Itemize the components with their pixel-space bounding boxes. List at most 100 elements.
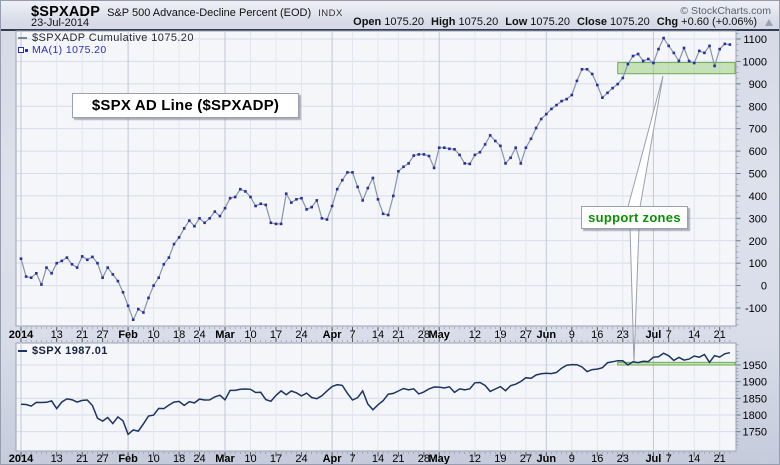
quote-high: High 1075.20 — [431, 16, 499, 28]
svg-text:23: 23 — [617, 453, 629, 464]
quote-low: Low 1075.20 — [505, 16, 571, 28]
svg-text:10: 10 — [147, 453, 159, 464]
marker-swatch-icon — [18, 47, 24, 54]
svg-text:7: 7 — [666, 329, 672, 341]
svg-text:27: 27 — [96, 329, 108, 341]
svg-text:1100: 1100 — [743, 34, 767, 46]
svg-text:28: 28 — [418, 453, 430, 464]
svg-text:Feb: Feb — [118, 329, 138, 341]
svg-text:Feb: Feb — [118, 453, 138, 464]
svg-text:13: 13 — [51, 453, 63, 464]
svg-text:1000: 1000 — [743, 56, 767, 68]
svg-text:500: 500 — [749, 169, 767, 181]
svg-text:17: 17 — [270, 329, 282, 341]
legend-cumulative: $SPXADP Cumulative 1075.20 — [18, 32, 194, 44]
svg-text:May: May — [428, 453, 450, 464]
lower-chart-legend: $SPX 1987.01 — [18, 345, 108, 357]
main-chart-legend: $SPXADP Cumulative 1075.20 MA(1) 1075.20 — [18, 32, 194, 56]
svg-text:24: 24 — [193, 453, 205, 464]
svg-text:21: 21 — [714, 453, 726, 464]
svg-text:700: 700 — [749, 124, 767, 136]
svg-text:27: 27 — [96, 453, 108, 464]
svg-text:1850: 1850 — [743, 393, 767, 405]
svg-text:12: 12 — [469, 329, 481, 341]
svg-text:600: 600 — [749, 146, 767, 158]
svg-text:Mar: Mar — [215, 453, 235, 464]
svg-text:10: 10 — [147, 329, 159, 341]
svg-text:300: 300 — [749, 213, 767, 225]
svg-text:28: 28 — [418, 329, 430, 341]
svg-text:1800: 1800 — [743, 410, 767, 422]
svg-text:7: 7 — [349, 453, 355, 464]
svg-text:Apr: Apr — [323, 453, 343, 464]
svg-text:May: May — [428, 329, 450, 341]
svg-text:16: 16 — [591, 329, 603, 341]
svg-text:19: 19 — [494, 329, 506, 341]
ad-line-annotation: $SPX AD Line ($SPXADP) — [72, 93, 299, 118]
svg-text:21: 21 — [76, 453, 88, 464]
svg-text:900: 900 — [749, 79, 767, 91]
svg-text:21: 21 — [76, 329, 88, 341]
svg-text:Jun: Jun — [537, 453, 557, 464]
exchange-label: INDX — [318, 8, 343, 19]
svg-text:1950: 1950 — [743, 360, 767, 372]
svg-text:13: 13 — [51, 329, 63, 341]
copyright: © StockCharts.com — [680, 5, 771, 17]
svg-text:Jul: Jul — [645, 329, 661, 341]
svg-text:10: 10 — [244, 453, 256, 464]
svg-text:1900: 1900 — [743, 377, 767, 389]
svg-text:10: 10 — [244, 329, 256, 341]
quote-change: Chg +0.60 (+0.06%) — [656, 16, 757, 28]
svg-text:0: 0 — [761, 281, 767, 293]
svg-text:Apr: Apr — [323, 329, 343, 341]
svg-text:14: 14 — [688, 329, 700, 341]
svg-text:27: 27 — [520, 329, 532, 341]
svg-text:27: 27 — [520, 453, 532, 464]
svg-text:1750: 1750 — [743, 427, 767, 439]
svg-text:2014: 2014 — [9, 453, 34, 464]
svg-text:200: 200 — [749, 236, 767, 248]
support-zones-annotation: support zones — [581, 206, 688, 229]
svg-text:21: 21 — [392, 329, 404, 341]
change-up-icon — [765, 18, 773, 26]
svg-text:9: 9 — [569, 329, 575, 341]
svg-text:24: 24 — [295, 329, 307, 341]
quote-strip: Open 1075.20 High 1075.20 Low 1075.20 Close… — [353, 16, 773, 28]
quote-open: Open 1075.20 — [353, 16, 425, 28]
chart-date: 23-Jul-2014 — [31, 17, 90, 29]
svg-text:24: 24 — [193, 329, 205, 341]
symbol: $SPXADP — [31, 4, 101, 20]
symbol-description: S&P 500 Advance-Decline Percent (EOD) — [107, 7, 312, 19]
svg-text:2014: 2014 — [9, 329, 34, 341]
svg-text:16: 16 — [591, 453, 603, 464]
quote-close: Close 1075.20 — [577, 16, 650, 28]
legend-ma1: MA(1) 1075.20 — [18, 44, 194, 56]
svg-text:24: 24 — [295, 453, 307, 464]
svg-text:18: 18 — [173, 329, 185, 341]
svg-text:23: 23 — [617, 329, 629, 341]
header-divider — [1, 29, 779, 31]
svg-text:18: 18 — [173, 453, 185, 464]
svg-text:14: 14 — [372, 329, 384, 341]
chart-header: $SPXADP S&P 500 Advance-Decline Percent … — [31, 4, 343, 20]
svg-text:17: 17 — [270, 453, 282, 464]
svg-text:21: 21 — [392, 453, 404, 464]
svg-text:14: 14 — [372, 453, 384, 464]
svg-text:-100: -100 — [745, 303, 767, 315]
svg-text:9: 9 — [569, 453, 575, 464]
svg-text:14: 14 — [688, 453, 700, 464]
svg-text:800: 800 — [749, 101, 767, 113]
line-swatch-icon — [18, 37, 27, 40]
svg-text:21: 21 — [714, 329, 726, 341]
svg-text:Jul: Jul — [645, 453, 661, 464]
svg-text:100: 100 — [749, 258, 767, 270]
svg-text:400: 400 — [749, 191, 767, 203]
svg-text:7: 7 — [349, 329, 355, 341]
svg-text:Jun: Jun — [537, 329, 557, 341]
svg-text:Mar: Mar — [215, 329, 235, 341]
line-swatch-icon — [18, 350, 27, 353]
svg-text:7: 7 — [666, 453, 672, 464]
legend-spx: $SPX 1987.01 — [18, 345, 108, 357]
